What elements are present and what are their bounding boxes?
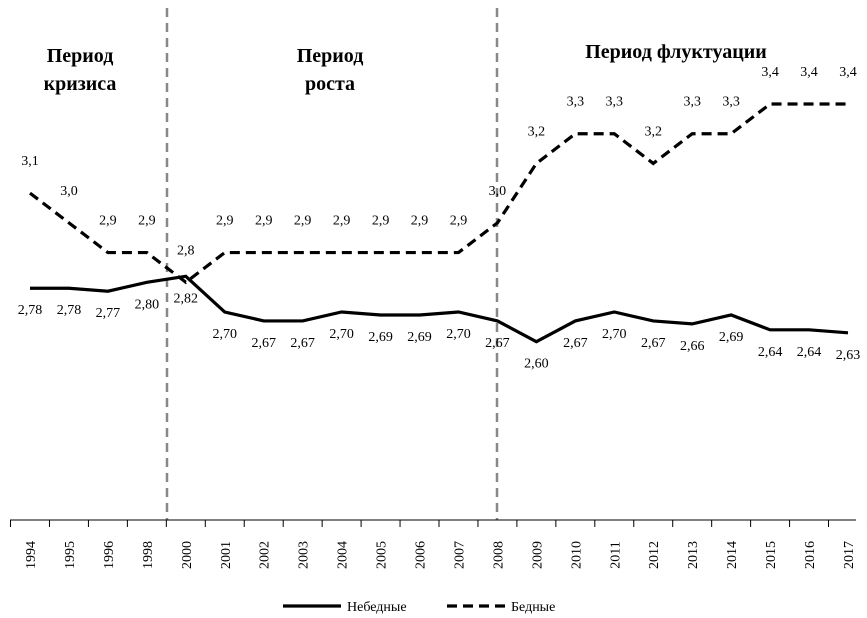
data-label: 2,9 bbox=[99, 214, 117, 229]
annotation: Период роста bbox=[297, 45, 364, 95]
data-label: 2,82 bbox=[174, 291, 199, 306]
data-label: 2,63 bbox=[836, 348, 861, 363]
data-label: 2,64 bbox=[758, 345, 783, 360]
legend-label: Небедные bbox=[347, 600, 407, 615]
data-label: 2,70 bbox=[213, 327, 238, 342]
data-label: 3,4 bbox=[839, 65, 857, 80]
x-tick-label: 2006 bbox=[414, 541, 429, 569]
x-tick-label: 2008 bbox=[491, 541, 506, 569]
data-label: 2,9 bbox=[411, 214, 429, 229]
x-tick-label: 2002 bbox=[258, 541, 273, 569]
data-label: 2,78 bbox=[57, 303, 82, 318]
data-label: 2,69 bbox=[407, 330, 432, 345]
data-label: 2,9 bbox=[333, 214, 351, 229]
data-label: 2,9 bbox=[450, 214, 468, 229]
data-label: 2,77 bbox=[96, 306, 121, 321]
x-tick-label: 2015 bbox=[764, 541, 779, 569]
data-label: 2,69 bbox=[368, 330, 393, 345]
x-tick-label: 2003 bbox=[297, 541, 312, 569]
data-label: 3,1 bbox=[21, 154, 39, 169]
data-label: 2,80 bbox=[135, 297, 160, 312]
x-tick-label: 2004 bbox=[336, 541, 351, 569]
x-tick-label: 2012 bbox=[647, 541, 662, 569]
x-tick-label: 2000 bbox=[180, 541, 195, 569]
data-label: 3,4 bbox=[761, 65, 779, 80]
data-label: 3,3 bbox=[567, 95, 585, 110]
series-line bbox=[30, 274, 849, 344]
data-label: 2,67 bbox=[251, 336, 276, 351]
data-label: 2,9 bbox=[372, 214, 390, 229]
data-label: 2,67 bbox=[641, 336, 666, 351]
x-tick-label: 2009 bbox=[530, 541, 545, 569]
data-label: 2,66 bbox=[680, 339, 705, 354]
x-tick-label: 1995 bbox=[63, 541, 78, 569]
x-tick-label: 2014 bbox=[725, 541, 740, 569]
x-tick-label: 1998 bbox=[141, 541, 156, 569]
data-label: 2,9 bbox=[294, 214, 312, 229]
data-label: 3,3 bbox=[683, 95, 701, 110]
annotation: Период кризиса bbox=[44, 45, 117, 95]
data-label: 2,9 bbox=[138, 214, 156, 229]
x-tick-label: 2007 bbox=[452, 541, 467, 569]
legend-label: Бедные bbox=[511, 600, 555, 615]
data-label: 2,67 bbox=[485, 336, 510, 351]
x-tick-label: 2017 bbox=[842, 541, 857, 569]
x-tick-label: 1994 bbox=[24, 541, 39, 569]
data-label: 2,9 bbox=[255, 214, 273, 229]
data-label: 2,70 bbox=[446, 327, 471, 342]
data-label: 3,3 bbox=[722, 95, 740, 110]
data-label: 2,9 bbox=[216, 214, 234, 229]
data-label: 2,60 bbox=[524, 357, 549, 372]
data-label: 2,8 bbox=[177, 243, 195, 258]
data-label: 3,4 bbox=[800, 65, 818, 80]
x-tick-label: 2010 bbox=[569, 541, 584, 569]
data-label: 3,0 bbox=[489, 184, 507, 199]
x-tick-label: 2001 bbox=[219, 541, 234, 569]
x-tick-label: 2016 bbox=[803, 541, 818, 569]
data-label: 2,64 bbox=[797, 345, 822, 360]
data-label: 2,70 bbox=[602, 327, 627, 342]
data-label: 2,69 bbox=[719, 330, 744, 345]
data-label: 3,2 bbox=[644, 124, 662, 139]
data-label: 3,0 bbox=[60, 184, 78, 199]
x-tick-label: 2013 bbox=[686, 541, 701, 569]
data-label: 3,2 bbox=[528, 124, 546, 139]
annotation: Период флуктуации bbox=[585, 41, 767, 63]
data-label: 3,3 bbox=[606, 95, 624, 110]
data-label: 2,67 bbox=[563, 336, 588, 351]
x-tick-label: 2011 bbox=[608, 541, 623, 568]
data-label: 2,78 bbox=[18, 303, 43, 318]
data-label: 2,67 bbox=[290, 336, 315, 351]
x-tick-label: 1996 bbox=[102, 541, 117, 569]
data-label: 2,70 bbox=[329, 327, 354, 342]
series-line bbox=[29, 102, 848, 285]
x-tick-label: 2005 bbox=[375, 541, 390, 569]
